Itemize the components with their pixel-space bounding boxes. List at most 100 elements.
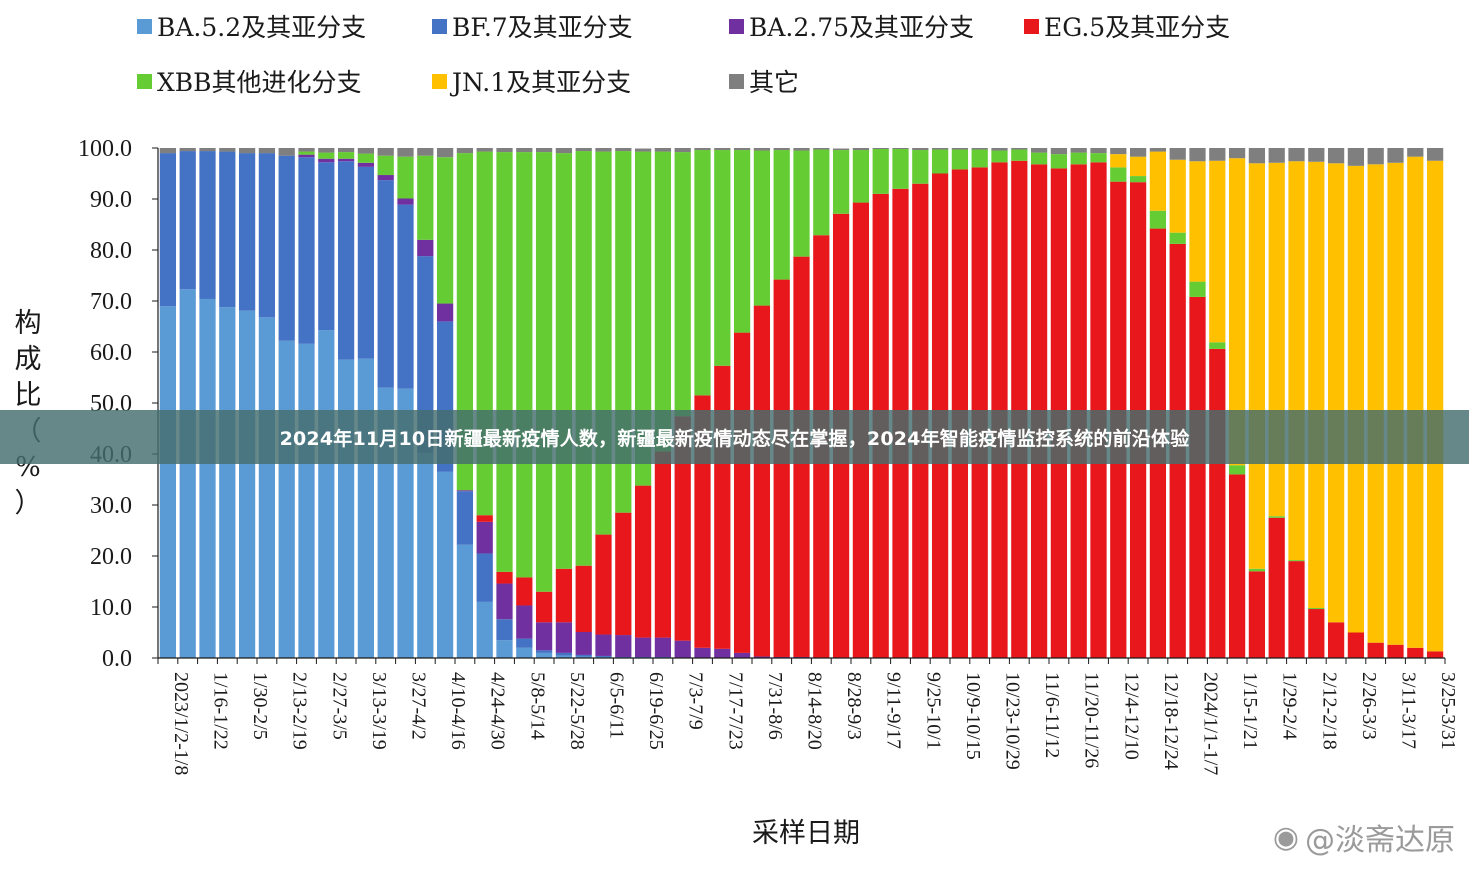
legend-swatch [137,74,152,89]
bar-segment [1367,148,1384,165]
bar-segment [417,148,434,156]
bar-segment [1347,165,1365,633]
bar-segment [1189,148,1206,162]
x-tick-label: 6/19-6/25 [645,672,667,750]
bar-segment [1011,149,1028,161]
x-tick-label: 2023/1/2-1/8 [170,672,192,775]
bar-segment [535,622,553,651]
bar-segment [456,491,474,545]
bar-segment [258,153,276,318]
bar-segment [337,152,355,159]
x-tick-label: 9/25-10/1 [922,672,944,750]
bar-segment [575,148,592,152]
bar-segment [516,605,533,639]
bar-segment [516,152,533,578]
bar-segment [1387,644,1404,658]
bar-segment [357,358,375,658]
bar-segment [615,656,632,658]
bar-segment [337,148,355,153]
bar-segment [1110,148,1127,155]
bar-segment [496,571,513,584]
bar-segment [496,148,513,153]
bar-segment [357,162,375,167]
bar-segment [654,656,672,658]
x-tick-label: 1/30-2/5 [249,672,271,740]
bar-segment [674,152,691,417]
bar-segment [773,148,790,151]
legend-label: BF.7及其亚分支 [452,13,633,42]
bar-segment [238,310,256,658]
bar-segment [436,471,454,658]
title-banner: 2024年11月10日新疆最新疫情人数，新疆最新疫情动态尽在掌握，2024年智能… [0,410,1469,464]
bar-segment [1169,159,1186,233]
x-tick-label: 2024/1/1-1/7 [1200,672,1222,775]
bar-segment [377,180,394,388]
bar-segment [318,152,335,159]
bar-segment [1129,176,1147,183]
x-tick-label: 2/27-3/5 [328,672,350,740]
bar-segment [634,637,652,657]
x-tick-label: 5/22-5/28 [566,672,588,750]
x-tick-label: 5/8-5/14 [526,672,548,740]
bar-segment [337,359,355,658]
bar-segment [298,343,315,658]
bar-segment [1268,517,1285,658]
watermark-text: @淡斋达原 [1305,823,1455,858]
bar-segment [852,148,870,151]
bar-segment [377,155,394,176]
bar-segment [516,638,533,648]
bar-segment [1347,148,1365,166]
bar-segment [1030,152,1048,165]
x-tick-label: 1/15-1/21 [1239,672,1261,750]
bars [159,148,1444,659]
bar-segment [951,149,969,170]
bar-segment [654,148,672,152]
bar-segment [159,306,177,658]
bar-segment [318,148,335,153]
bar-segment [912,148,929,151]
legend-label: BA.5.2及其亚分支 [157,13,366,42]
bar-segment [793,148,810,151]
banner-title: 2024年11月10日新疆最新疫情人数，新疆最新疫情动态尽在掌握，2024年智能… [279,427,1190,450]
bar-segment [199,151,216,299]
y-tick-label: 0.0 [102,646,132,672]
bar-segment [1327,148,1345,164]
bar-segment [219,307,236,658]
bar-segment [318,330,335,658]
bar-segment [555,153,573,569]
bar-segment [555,622,573,653]
bar-segment [397,156,414,199]
bar-segment [733,148,751,151]
x-tick-label: 12/18-12/24 [1160,672,1182,770]
bar-segment [496,619,513,641]
bar-segment [634,656,652,658]
bar-segment [654,151,672,452]
bar-segment [456,148,474,154]
bar-segment [912,150,929,184]
bar-segment [1248,163,1266,569]
bar-segment [892,149,909,189]
bar-segment [456,544,474,658]
bar-segment [516,647,533,658]
bar-segment [595,534,612,635]
bar-segment [1308,609,1325,658]
bar-segment [298,151,315,155]
bar-segment [417,239,434,257]
bar-segment [219,148,236,152]
bar-segment [555,655,573,658]
x-tick-label: 7/31-8/6 [764,672,786,740]
bar-segment [813,149,830,236]
bar-segment [535,148,553,153]
bar-segment [714,150,731,366]
bar-segment [872,149,889,194]
bar-segment [436,148,454,158]
bar-segment [1426,148,1444,161]
bar-segment [1248,148,1266,164]
bar-segment [1209,348,1226,658]
bar-segment [1308,161,1325,609]
bar-segment [1050,154,1068,169]
bar-segment [714,365,731,649]
x-tick-label: 2/13-2/19 [289,672,311,750]
bar-segment [1228,158,1246,466]
bar-segment [1327,163,1345,623]
